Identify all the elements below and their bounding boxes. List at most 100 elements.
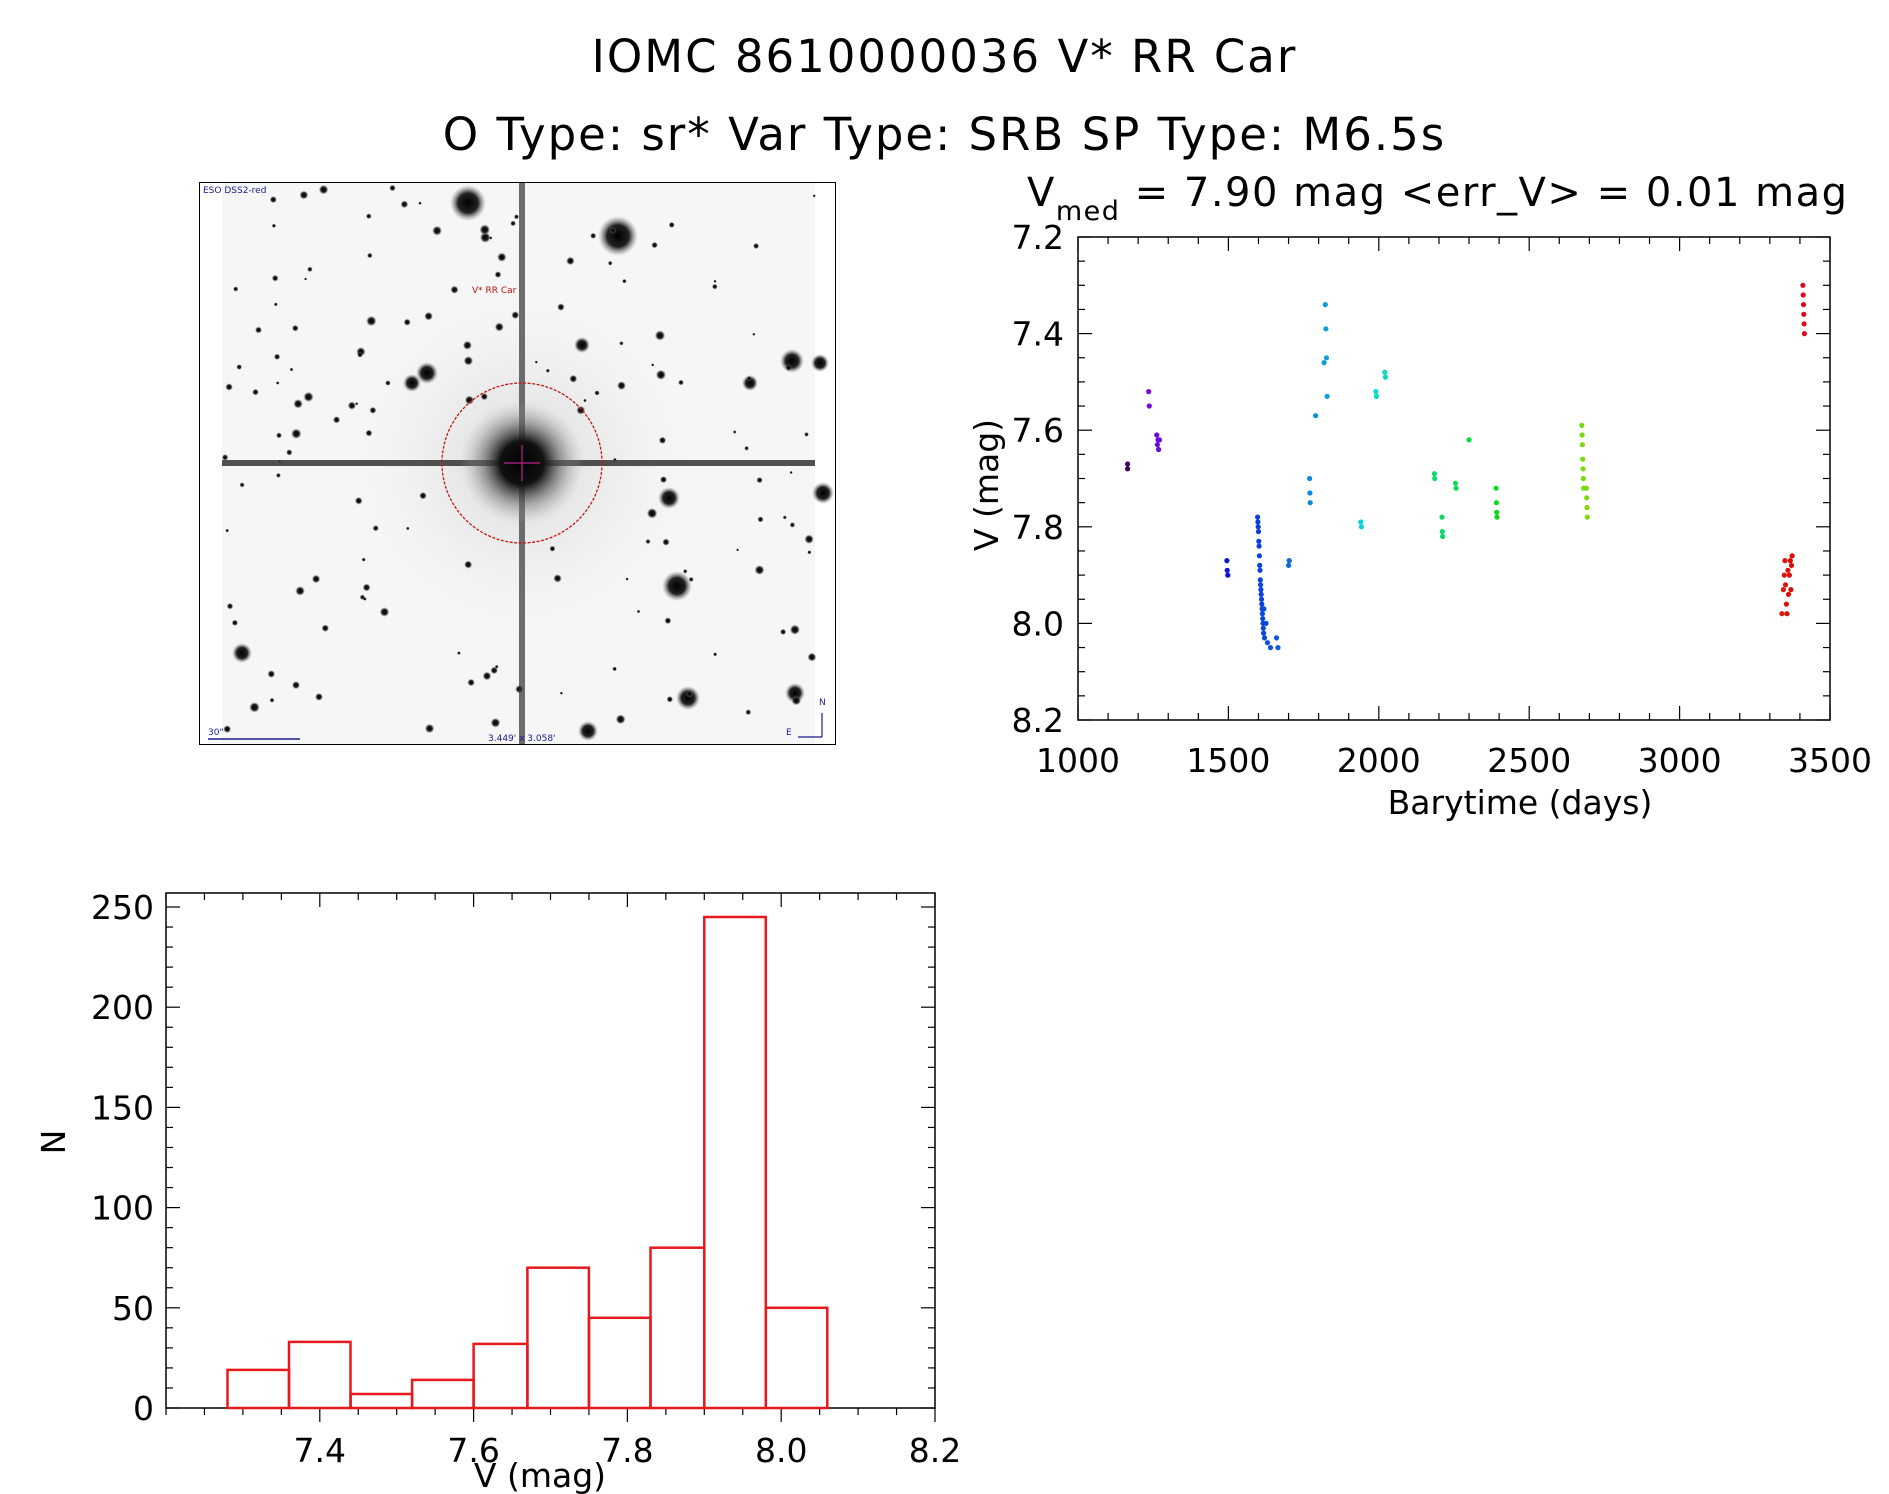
field-star [711,283,718,290]
field-star [462,340,472,350]
histogram-bar [526,1266,591,1410]
field-star [291,324,299,332]
x-tick-label: 8.2 [909,1431,961,1470]
field-star [403,374,421,392]
field-star [651,241,658,249]
field-star [311,574,321,584]
north-label: N [819,698,826,708]
light-curve-point [1256,543,1262,549]
histogram-bar [349,1392,414,1410]
field-star [807,652,817,662]
target-label: V* RR Car [472,286,517,296]
field-star [658,436,667,444]
field-star [249,701,260,713]
field-star [756,476,763,484]
field-star [789,624,801,635]
x-tick-label: 8.0 [755,1431,807,1470]
field-star [811,354,829,372]
y-tick-label: 8.0 [1012,604,1064,643]
light-curve-point [1358,524,1364,530]
page-title: IOMC 8610000036 V* RR Car [591,30,1298,83]
histogram-ylabel: N [34,1130,73,1155]
field-star [347,401,357,410]
light-curve-point [1579,432,1585,438]
field-star [744,445,749,451]
field-star [304,277,308,281]
field-star [450,285,459,294]
light-curve-point [1432,475,1438,482]
histogram-xlabel: V (mag) [474,1456,606,1494]
field-star [557,303,565,311]
field-star [362,583,371,592]
sky-image: ESO DSS2-red V* RR Car 30" 3.449' x 3.05… [199,182,836,745]
light-curve-point [1255,519,1261,525]
field-star [559,691,563,695]
histogram-bar [587,1316,652,1410]
light-curve-point [1154,432,1160,438]
light-curve-point [1255,529,1262,535]
x-tick-label: 7.8 [601,1431,653,1470]
histogram-bar [226,1368,291,1410]
field-star [307,266,313,273]
light-curve-point [1146,403,1152,409]
y-tick-label: 250 [91,888,154,927]
field-star [293,399,303,409]
light-curve-point [1261,606,1267,612]
field-star [746,376,752,381]
field-star [545,368,550,373]
field-star [385,380,391,386]
field-star [273,353,281,360]
light-curve-point [1382,369,1388,375]
y-tick-label: 100 [91,1189,154,1228]
light-curve-point [1782,582,1789,588]
field-star [231,619,239,626]
field-star [359,594,366,600]
field-star [590,232,597,239]
light-curve-point [1787,558,1793,564]
field-star [479,232,491,243]
field-star [753,242,760,250]
light-curve-point [1260,616,1266,622]
y-tick-label: 7.6 [1012,411,1064,450]
field-star [742,375,758,391]
field-star [678,379,684,386]
field-star [494,664,499,669]
field-star [732,430,737,434]
fov-label: 3.449' x 3.058' [488,734,556,744]
field-star [619,341,624,346]
field-star [355,402,359,406]
light-curve-point [1579,442,1585,448]
field-star [566,256,575,266]
light-curve-point [1307,475,1313,482]
light-curve-point [1125,466,1131,472]
light-curve-point [1125,461,1131,467]
histogram-bar [764,1306,829,1410]
light-curve-title: Vmed = 7.90 mag <err_V> = 0.01 mag [1027,170,1849,227]
x-tick-label: 3500 [1788,741,1872,780]
light-curve-point [1580,456,1586,462]
field-star [276,432,282,439]
page-subtitle: O Type: sr* Var Type: SRB SP Type: M6.5s [442,108,1447,161]
field-star [791,695,802,706]
light-curve-point [1261,630,1267,636]
light-curve-point [1580,475,1586,482]
light-curve-point [1493,500,1499,506]
field-star [295,586,305,596]
field-star [303,391,314,403]
field-star [676,686,700,710]
field-star [233,286,239,292]
field-star [812,482,834,504]
field-star [510,220,516,227]
y-tick-label: 8.2 [1012,701,1064,740]
field-star [275,472,281,478]
field-star [804,534,814,544]
light-curve-point [1286,558,1292,564]
x-tick-label: 3000 [1638,741,1722,780]
field-star [365,213,372,220]
y-tick-label: 150 [91,1088,154,1127]
field-star [662,571,692,601]
title-rest: = 7.90 mag <err_V> = 0.01 mag [1120,170,1848,216]
field-star [457,651,461,655]
field-star [617,381,626,391]
light-curve-point [1258,591,1264,598]
